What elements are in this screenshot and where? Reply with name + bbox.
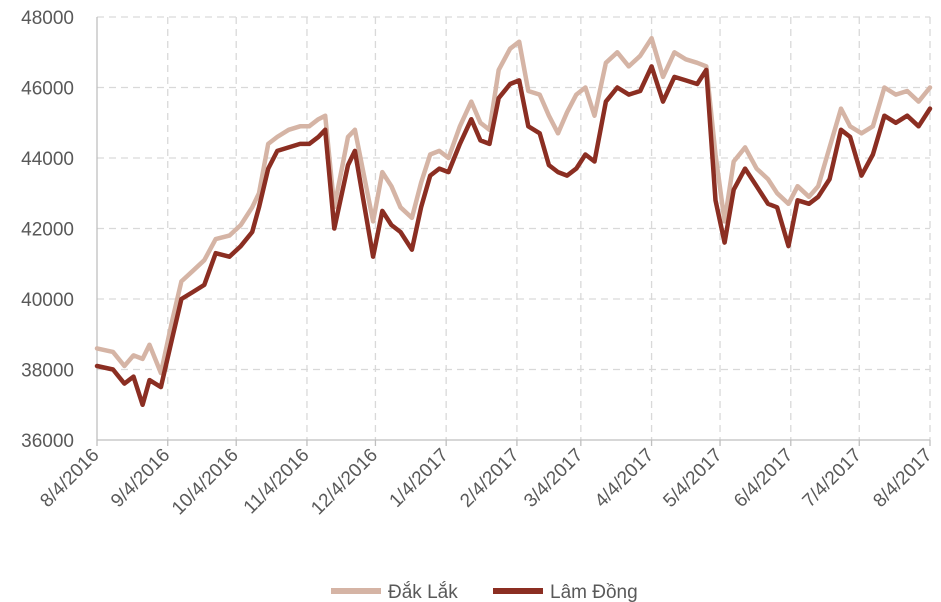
x-tick-label: 11/4/2016 [240,445,314,519]
series-line-lam-dong [94,64,933,408]
x-tick-label: 6/4/2017 [730,445,797,512]
y-tick-label: 48000 [21,8,74,29]
x-tick-label: 9/4/2016 [107,445,174,512]
x-tick-label: 12/4/2016 [307,445,382,520]
series-lines [94,35,933,408]
y-tick-label: 40000 [21,290,74,311]
vertical-gridlines [96,17,931,446]
x-tick-label: 8/4/2016 [36,445,103,512]
x-tick-label: 1/4/2017 [386,445,453,512]
y-tick-label: 42000 [21,220,74,241]
legend-label-lam-dong: Lâm Đồng [550,582,638,602]
legend-label-dak-lak: Đắk Lắk [388,581,458,602]
y-tick-label: 46000 [21,79,74,100]
y-tick-label: 44000 [21,149,74,170]
x-tick-labels: 8/4/2016 9/4/201610/4/201611/4/201612/4/2… [36,445,936,520]
series-line-dak-lak [94,35,933,376]
x-tick-label: 8/4/2017 [869,445,936,512]
y-tick-label: 36000 [21,431,74,452]
x-tick-label: 7/4/2017 [799,445,866,512]
x-tick-label: 10/4/2016 [168,445,243,520]
legend: Đắk Lắk Lâm Đồng [331,581,638,602]
x-tick-label: 5/4/2017 [659,445,726,512]
y-tick-labels: 36000 38000 40000 42000 44000 46000 48000 [21,8,74,452]
y-tick-label: 38000 [21,361,74,382]
x-tick-label: 2/4/2017 [456,445,523,512]
x-tick-label: 3/4/2017 [520,445,587,512]
x-tick-label: 4/4/2017 [591,445,658,512]
